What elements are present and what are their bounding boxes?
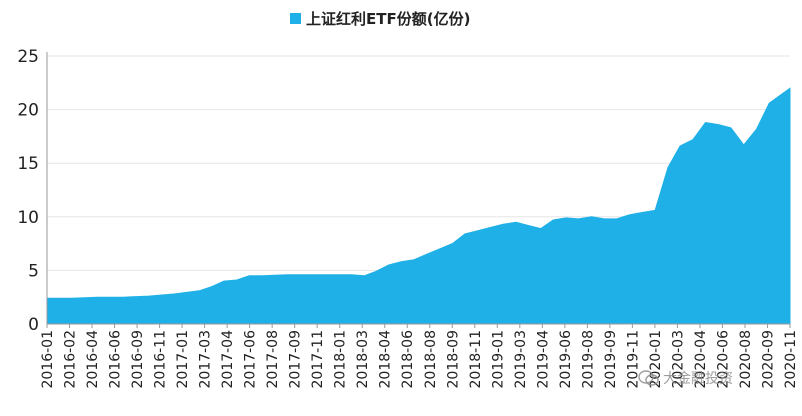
x-tick-label: 2018-06 xyxy=(400,330,416,389)
y-tick-label: 0 xyxy=(28,315,39,335)
x-tick-label: 2018-08 xyxy=(423,330,439,389)
x-tick-label: 2020-08 xyxy=(738,330,754,389)
x-tick-label: 2018-11 xyxy=(468,330,484,389)
x-tick-label: 2019-09 xyxy=(603,330,619,389)
x-tick-label: 2018-01 xyxy=(333,330,349,389)
x-tick-label: 2020-11 xyxy=(783,330,799,389)
x-tick-label: 2020-03 xyxy=(670,330,686,389)
x-tick-label: 2017-06 xyxy=(243,330,259,389)
x-tick-label: 2017-08 xyxy=(265,330,281,389)
x-tick-label: 2016-11 xyxy=(153,330,169,389)
legend-label: 上证红利ETF份额(亿份) xyxy=(306,10,471,28)
watermark-text: 大金融投资 xyxy=(663,371,733,387)
x-tick-label: 2018-04 xyxy=(378,330,394,389)
x-tick-label: 2017-11 xyxy=(310,330,326,389)
x-tick-label: 2019-01 xyxy=(490,330,506,389)
x-tick-label: 2017-03 xyxy=(198,330,214,389)
wechat-icon xyxy=(638,370,659,386)
x-tick-label: 2017-04 xyxy=(220,330,236,389)
watermark: 大金融投资 xyxy=(638,368,733,388)
x-tick-label: 2016-06 xyxy=(108,330,124,389)
x-tick-label: 2016-02 xyxy=(63,330,79,389)
x-tick-label: 2019-03 xyxy=(513,330,529,389)
x-tick-label: 2017-01 xyxy=(175,330,191,389)
y-tick-label: 15 xyxy=(17,154,39,174)
area-series xyxy=(46,87,791,325)
y-tick-label: 20 xyxy=(17,101,39,121)
y-tick-label: 5 xyxy=(28,261,39,281)
x-tick-label: 2020-09 xyxy=(761,330,777,389)
x-tick-label: 2018-03 xyxy=(355,330,371,389)
x-tick-label: 2016-04 xyxy=(85,330,101,389)
x-tick-label: 2019-04 xyxy=(535,330,551,389)
x-tick-label: 2017-09 xyxy=(288,330,304,389)
legend-swatch xyxy=(290,13,301,24)
x-tick-label: 2020-04 xyxy=(693,330,709,389)
x-tick-label: 2019-11 xyxy=(625,330,641,389)
x-tick-label: 2016-09 xyxy=(130,330,146,389)
y-tick-label: 25 xyxy=(17,47,39,67)
x-tick-label: 2016-01 xyxy=(40,330,56,389)
x-tick-label: 2020-06 xyxy=(716,330,732,389)
y-tick-label: 10 xyxy=(17,208,39,228)
x-tick-label: 2019-06 xyxy=(558,330,574,389)
x-tick-label: 2019-08 xyxy=(580,330,596,389)
x-tick-label: 2018-09 xyxy=(445,330,461,389)
legend: 上证红利ETF份额(亿份) xyxy=(290,8,470,29)
